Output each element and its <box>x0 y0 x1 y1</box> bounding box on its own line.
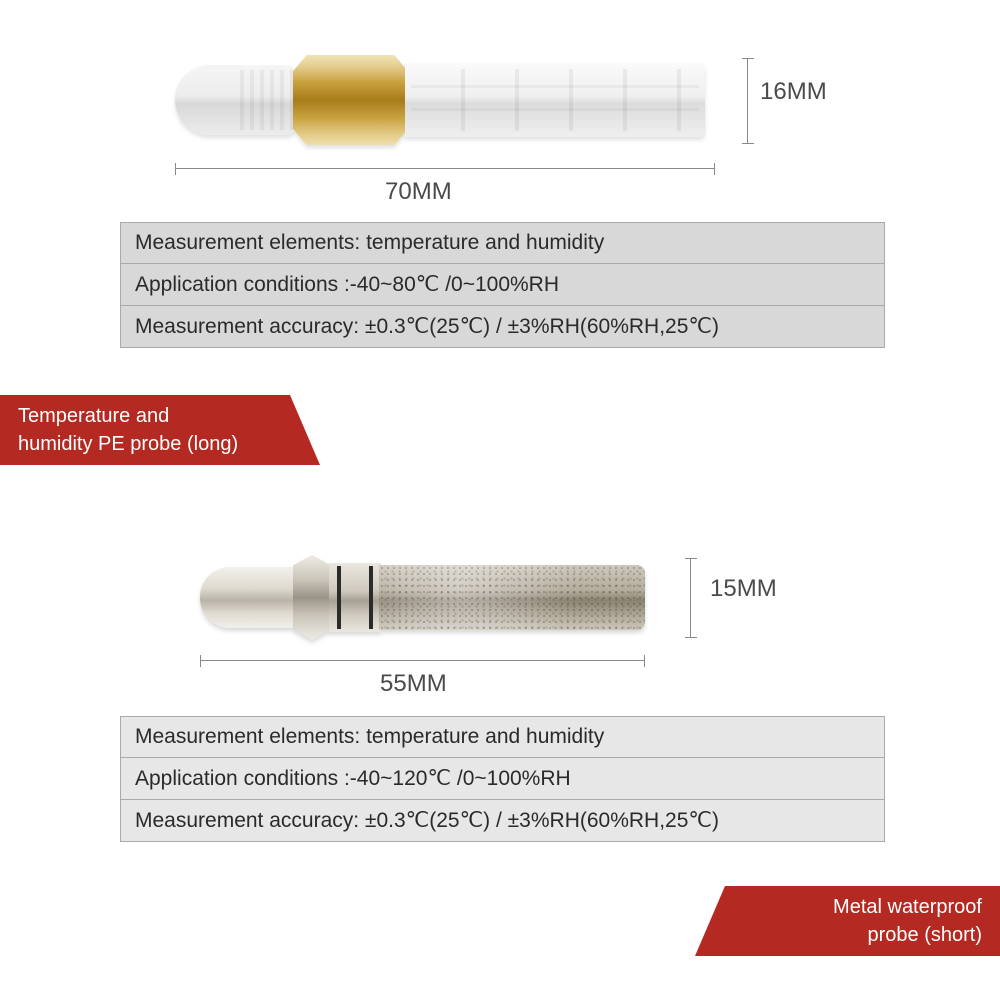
banner2-line1: Metal waterproof <box>833 893 982 921</box>
probe1-spec-table: Measurement elements: temperature and hu… <box>120 222 885 348</box>
probe2-spec-row-accuracy: Measurement accuracy: ±0.3℃(25℃) / ±3%RH… <box>121 800 884 841</box>
probe1-cap <box>175 65 295 135</box>
banner2-line2: probe (short) <box>868 921 983 949</box>
probe2-hex-nut <box>293 555 331 640</box>
probe2-spec-row-conditions: Application conditions :-40~120℃ /0~100%… <box>121 758 884 800</box>
probe2-height-label: 15MM <box>710 575 777 603</box>
probe1-spec-row-accuracy: Measurement accuracy: ±0.3℃(25℃) / ±3%RH… <box>121 306 884 347</box>
probe2-spec-row-elements: Measurement elements: temperature and hu… <box>121 717 884 758</box>
probe1-height-dimension-line <box>747 58 748 144</box>
probe1-height-label: 16MM <box>760 78 827 106</box>
probe1-width-label: 70MM <box>385 178 452 206</box>
probe2-width-label: 55MM <box>380 670 447 698</box>
banner1-line2: humidity PE probe (long) <box>18 430 302 458</box>
probe1-spec-row-elements: Measurement elements: temperature and hu… <box>121 223 884 264</box>
probe2-cap <box>200 567 295 628</box>
probe2-collar <box>329 563 381 632</box>
banner1-line1: Temperature and <box>18 402 302 430</box>
probe-pe-long-image <box>175 55 705 145</box>
probe1-brass-nut <box>293 55 408 145</box>
probe1-title-banner: Temperature and humidity PE probe (long) <box>0 395 320 465</box>
probe2-height-dimension-line <box>690 558 691 638</box>
probe2-width-dimension-line <box>200 660 645 661</box>
probe1-width-dimension-line <box>175 168 715 169</box>
probe-metal-short-image <box>200 555 645 640</box>
probe2-sintered-filter <box>379 565 645 630</box>
probe2-title-banner: Metal waterproof probe (short) <box>695 886 1000 956</box>
probe2-spec-table: Measurement elements: temperature and hu… <box>120 716 885 842</box>
probe1-pe-body <box>405 63 705 137</box>
probe1-spec-row-conditions: Application conditions :-40~80℃ /0~100%R… <box>121 264 884 306</box>
